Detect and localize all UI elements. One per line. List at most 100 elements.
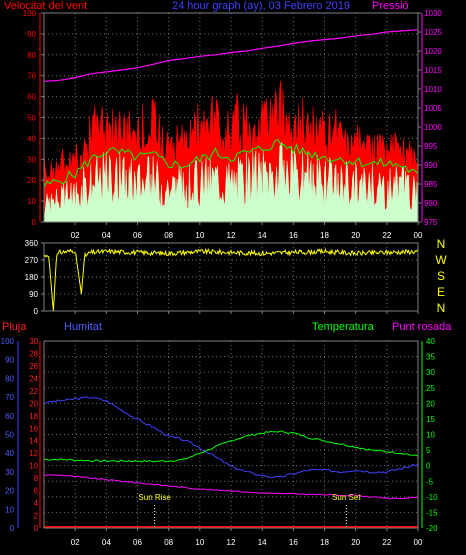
compass-label: N <box>437 301 446 315</box>
pressure-axis-label: 1000 <box>424 123 442 132</box>
rain-axis-label: 12 <box>29 449 38 458</box>
temperature-axis-label: -10 <box>426 493 438 502</box>
humidity-axis-label: 40 <box>5 449 14 458</box>
x-tick-label: 06 <box>133 538 142 547</box>
wind-axis-label: 70 <box>27 72 36 81</box>
x-tick-label: 16 <box>289 538 298 547</box>
temperature-axis-label: 30 <box>426 368 435 377</box>
pressure-title: Pressió <box>372 0 409 12</box>
x-tick-label: 16 <box>289 231 298 240</box>
temperature-axis-label: 15 <box>426 415 435 424</box>
direction-axis-label: 270 <box>25 256 39 265</box>
rain-axis-label: 16 <box>29 424 38 433</box>
pressure-axis-label: 1030 <box>424 9 442 18</box>
wind-axis-label: 20 <box>27 176 36 185</box>
x-tick-label: 14 <box>258 538 267 547</box>
temperature-axis-label: 35 <box>426 353 435 362</box>
x-tick-label: 18 <box>320 231 329 240</box>
pressure-axis-label: 975 <box>424 218 438 227</box>
humidity-axis-label: 80 <box>5 374 14 383</box>
x-tick-label: 08 <box>164 231 173 240</box>
humidity-axis-label: 60 <box>5 412 14 421</box>
rain-axis-label: 0 <box>34 524 39 533</box>
rain-axis-label: 10 <box>29 462 38 471</box>
x-tick-label: 00 <box>414 231 423 240</box>
wind-axis-label: 30 <box>27 155 36 164</box>
humidity-label: Humitat <box>64 321 102 333</box>
direction-axis-label: 360 <box>25 239 39 248</box>
direction-axis-label: 90 <box>29 290 38 299</box>
compass-label: E <box>437 285 445 299</box>
x-tick-label: 04 <box>102 231 111 240</box>
dew-point-label: Punt rosada <box>392 321 452 333</box>
temperature-axis-label: 10 <box>426 431 435 440</box>
compass-label: W <box>435 253 447 267</box>
x-tick-label: 12 <box>227 231 236 240</box>
humidity-axis-label: 90 <box>5 356 14 365</box>
wind-axis-label: 10 <box>27 197 36 206</box>
direction-axis-label: 0 <box>34 307 39 316</box>
temperature-axis-label: -20 <box>426 524 438 533</box>
temperature-line <box>43 430 419 463</box>
x-tick-label: 10 <box>195 231 204 240</box>
sunrise-marker-label: Sun Rise <box>138 493 171 502</box>
x-tick-label: 08 <box>164 538 173 547</box>
x-tick-label: 02 <box>71 231 80 240</box>
pressure-axis-label: 1005 <box>424 104 442 113</box>
wind-axis-label: 40 <box>27 134 36 143</box>
x-tick-label: 18 <box>320 538 329 547</box>
rain-axis-label: 24 <box>29 374 38 383</box>
pressure-axis-label: 1020 <box>424 47 442 56</box>
x-tick-label: 20 <box>351 538 360 547</box>
x-tick-label: 22 <box>382 231 391 240</box>
wind-average-line <box>43 138 419 188</box>
pressure-axis-label: 1015 <box>424 66 442 75</box>
rain-axis-label: 8 <box>34 474 39 483</box>
x-tick-label: 06 <box>133 231 142 240</box>
wind-axis-label: 50 <box>27 114 36 123</box>
pressure-axis-label: 1025 <box>424 28 442 37</box>
direction-axis-label: 180 <box>25 273 39 282</box>
wind-axis-label: 90 <box>27 30 36 39</box>
humidity-axis-label: 50 <box>5 431 14 440</box>
rain-humidity-frame <box>43 340 419 529</box>
wind-axis-label: 100 <box>23 9 37 18</box>
temperature-axis-label: 20 <box>426 399 435 408</box>
rain-axis-label: 4 <box>34 499 39 508</box>
rain-axis-label: 14 <box>29 437 38 446</box>
x-tick-label: 14 <box>258 231 267 240</box>
rain-axis-label: 30 <box>29 337 38 346</box>
temperature-axis-label: 5 <box>426 446 431 455</box>
sunset-marker-label: Sun Set <box>332 493 361 502</box>
humidity-axis-label: 30 <box>5 468 14 477</box>
rain-axis-label: 28 <box>29 349 38 358</box>
pressure-axis-label: 1010 <box>424 85 442 94</box>
humidity-line <box>44 396 419 479</box>
humidity-axis-label: 70 <box>5 393 14 402</box>
pressure-axis-label: 985 <box>424 180 438 189</box>
compass-label: N <box>437 237 446 251</box>
humidity-axis-label: 10 <box>5 505 14 514</box>
rain-axis-label: 22 <box>29 387 38 396</box>
x-tick-label: 04 <box>102 538 111 547</box>
humidity-axis-label: 20 <box>5 487 14 496</box>
temperature-axis-label: 25 <box>426 384 435 393</box>
wind-direction-line <box>43 247 419 312</box>
x-tick-label: 00 <box>414 538 423 547</box>
pressure-axis-label: 990 <box>424 161 438 170</box>
x-tick-label: 22 <box>382 538 391 547</box>
rain-axis-label: 2 <box>34 512 39 521</box>
rain-axis-label: 6 <box>34 487 39 496</box>
graph-title: 24 hour graph (ay), 03 Febrero 2019 <box>172 0 350 12</box>
wind-axis-label: 0 <box>32 218 37 227</box>
x-tick-label: 12 <box>227 538 236 547</box>
wind-speed-area <box>43 141 419 223</box>
wind-axis-label: 80 <box>27 51 36 60</box>
humidity-axis-label: 0 <box>10 524 15 533</box>
pressure-axis-label: 980 <box>424 199 438 208</box>
x-tick-label: 10 <box>195 538 204 547</box>
wind-pressure-frame <box>43 12 419 223</box>
